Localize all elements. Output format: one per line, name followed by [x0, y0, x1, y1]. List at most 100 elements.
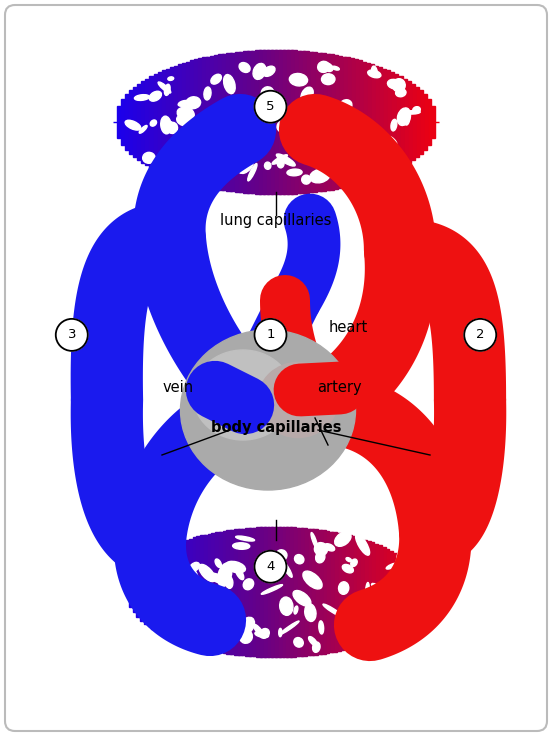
Ellipse shape — [197, 622, 208, 635]
Bar — [388, 551, 393, 633]
Ellipse shape — [192, 138, 203, 149]
Bar — [200, 536, 206, 648]
Bar — [226, 531, 232, 654]
Bar — [339, 534, 344, 651]
Ellipse shape — [187, 581, 199, 594]
Bar — [194, 60, 200, 185]
Bar — [287, 50, 293, 194]
Ellipse shape — [167, 121, 174, 133]
Bar — [316, 52, 321, 191]
Bar — [286, 527, 292, 657]
Ellipse shape — [169, 588, 187, 595]
Ellipse shape — [307, 115, 320, 130]
Bar — [163, 549, 168, 635]
Bar — [402, 560, 408, 623]
Bar — [231, 52, 236, 191]
Bar — [323, 54, 330, 191]
Ellipse shape — [320, 147, 327, 159]
Ellipse shape — [285, 119, 290, 125]
Ellipse shape — [187, 570, 198, 594]
Bar — [150, 77, 156, 168]
Ellipse shape — [139, 125, 147, 133]
Bar — [153, 74, 160, 170]
Ellipse shape — [206, 119, 220, 128]
Bar — [129, 578, 135, 606]
Bar — [405, 81, 411, 163]
Ellipse shape — [151, 606, 161, 618]
Bar — [136, 567, 142, 617]
Ellipse shape — [390, 155, 399, 168]
Ellipse shape — [181, 330, 355, 490]
Ellipse shape — [397, 108, 411, 125]
Bar — [309, 529, 315, 655]
Ellipse shape — [295, 554, 304, 564]
Bar — [279, 50, 285, 194]
Ellipse shape — [263, 66, 275, 77]
Bar — [121, 99, 127, 144]
Ellipse shape — [339, 99, 352, 111]
Bar — [327, 531, 333, 652]
Bar — [392, 74, 399, 170]
Bar — [249, 528, 254, 656]
Bar — [399, 558, 405, 626]
Ellipse shape — [253, 624, 264, 637]
Ellipse shape — [294, 637, 303, 647]
Ellipse shape — [342, 565, 353, 573]
Ellipse shape — [255, 631, 269, 637]
Ellipse shape — [314, 542, 327, 556]
Ellipse shape — [351, 559, 357, 567]
Bar — [290, 528, 296, 657]
Ellipse shape — [142, 152, 155, 163]
Ellipse shape — [386, 563, 397, 569]
Ellipse shape — [149, 91, 162, 101]
Text: lung capillaries: lung capillaries — [220, 213, 332, 228]
Bar — [264, 527, 269, 657]
Ellipse shape — [305, 604, 316, 621]
Ellipse shape — [353, 630, 362, 640]
Bar — [421, 94, 427, 149]
Ellipse shape — [152, 574, 158, 595]
Ellipse shape — [155, 623, 161, 627]
Bar — [305, 528, 311, 656]
Ellipse shape — [125, 120, 141, 130]
Ellipse shape — [280, 559, 292, 577]
Bar — [396, 77, 402, 168]
Ellipse shape — [248, 105, 257, 120]
Ellipse shape — [351, 606, 367, 626]
Ellipse shape — [275, 550, 287, 561]
Bar — [406, 564, 412, 620]
Circle shape — [254, 319, 286, 351]
Ellipse shape — [213, 150, 226, 159]
Bar — [352, 60, 358, 185]
Bar — [186, 62, 192, 183]
Ellipse shape — [394, 583, 401, 590]
Ellipse shape — [301, 97, 314, 110]
Ellipse shape — [345, 116, 352, 124]
Ellipse shape — [289, 74, 307, 86]
Ellipse shape — [189, 562, 199, 572]
Ellipse shape — [138, 610, 156, 622]
Bar — [222, 531, 229, 653]
Ellipse shape — [261, 584, 283, 594]
Ellipse shape — [160, 581, 169, 591]
Bar — [230, 530, 236, 654]
Ellipse shape — [186, 96, 200, 109]
Ellipse shape — [141, 606, 155, 622]
Bar — [429, 106, 435, 138]
Circle shape — [464, 319, 496, 351]
Ellipse shape — [208, 573, 229, 584]
Ellipse shape — [216, 124, 235, 142]
Ellipse shape — [194, 131, 206, 138]
Bar — [346, 536, 352, 648]
Bar — [259, 50, 265, 194]
Bar — [182, 63, 188, 181]
Ellipse shape — [169, 588, 181, 598]
Ellipse shape — [373, 152, 382, 161]
Ellipse shape — [200, 618, 208, 634]
Ellipse shape — [173, 593, 179, 618]
Ellipse shape — [294, 606, 298, 614]
Ellipse shape — [187, 585, 211, 594]
Bar — [256, 528, 262, 657]
Bar — [159, 551, 164, 633]
FancyBboxPatch shape — [5, 5, 547, 731]
